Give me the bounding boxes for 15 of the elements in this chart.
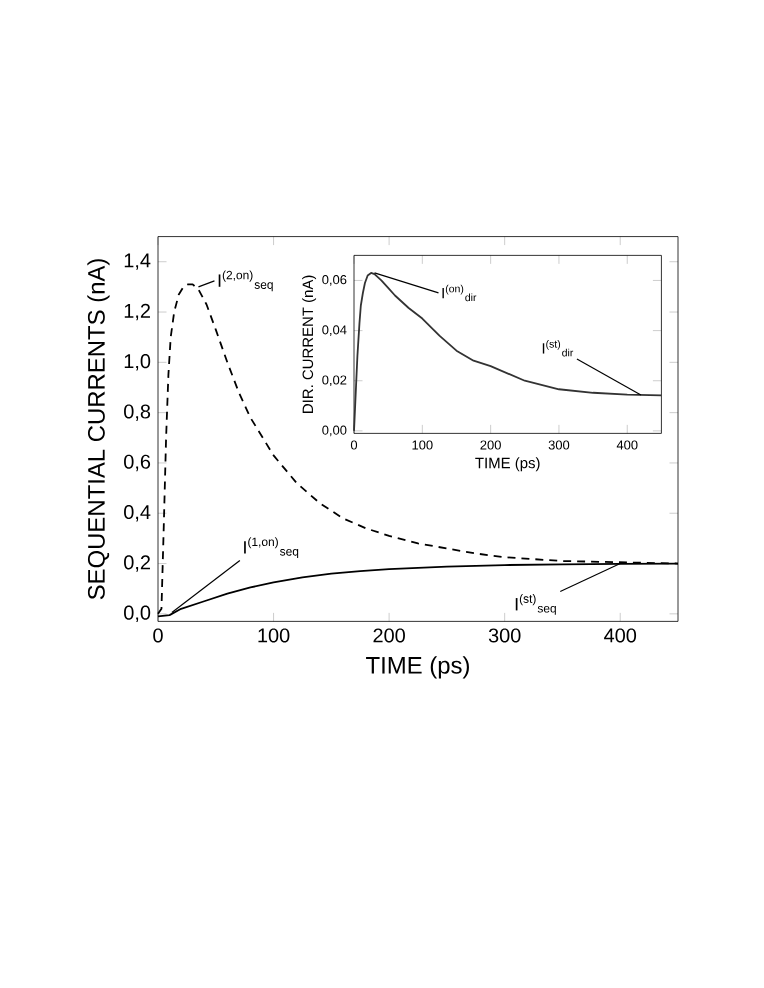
y-tick-label: 0,8 <box>124 404 151 421</box>
y-tick-label: 0,4 <box>124 505 151 522</box>
x-tick-label: 400 <box>604 628 637 643</box>
x-axis-title: TIME (ps) <box>366 656 469 679</box>
y-tick-label: 0,0 <box>124 605 151 623</box>
y-tick-label: 0,2 <box>124 555 150 572</box>
x-tick-label: 0 <box>153 628 163 643</box>
y-tick-label: 1,2 <box>124 303 150 321</box>
y-axis-title: SEQUENTIAL CURRENTS (nA) <box>87 259 110 600</box>
y-tick-label: 1,0 <box>124 354 151 371</box>
y-tick-label: 0,6 <box>124 454 151 472</box>
x-tick-label: 200 <box>373 628 405 643</box>
x-tick-label: 300 <box>488 628 521 643</box>
y-tick-label: 1,4 <box>124 253 151 270</box>
x-tick-label: 100 <box>258 628 290 643</box>
